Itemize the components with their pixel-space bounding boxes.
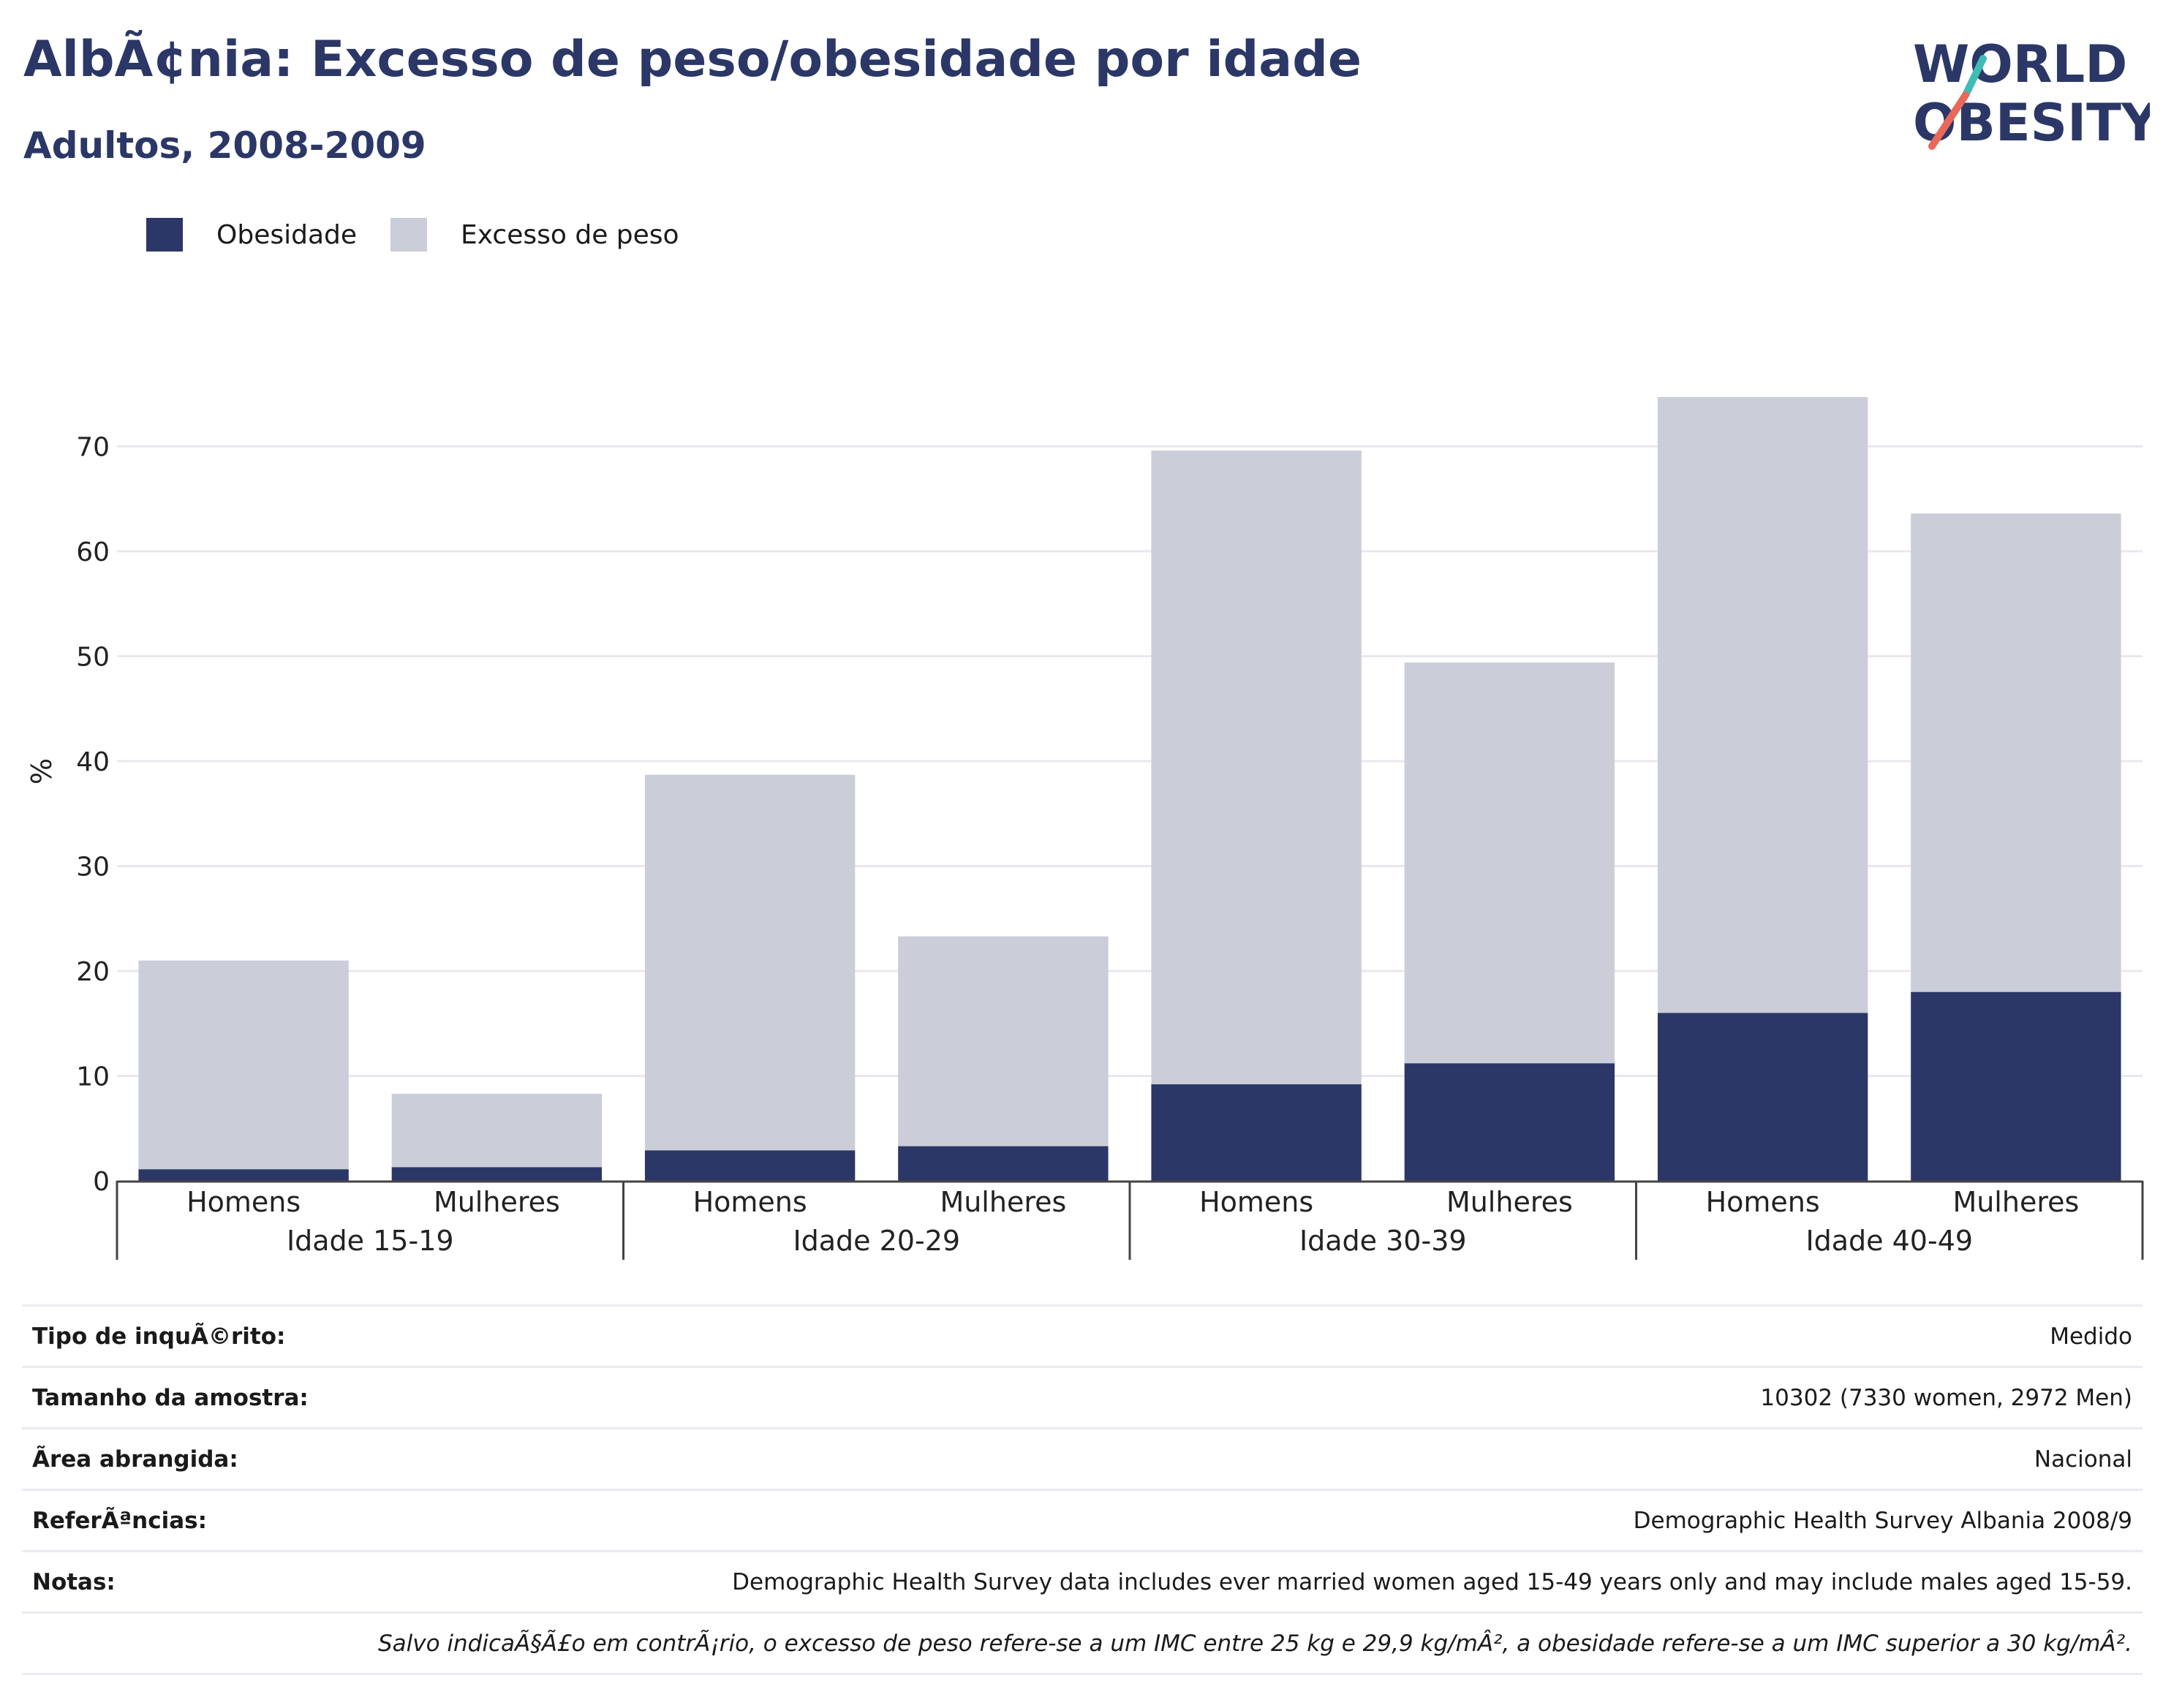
y-tick-label: 30 — [76, 853, 110, 883]
stacked-bar-chart: 0 10 20 30 40 50 60 70 Homens Mulheres Homens Mulhe… — [26, 397, 2144, 1260]
bars — [138, 397, 2121, 1181]
survey-info-table: Tipo de inquÃ©rito: Medido Tamanho da am… — [22, 1304, 2143, 1675]
x-tick-label: Mulheres — [1952, 1186, 2079, 1218]
y-tick-label: 60 — [76, 537, 110, 567]
legend-item-obesidade: Obesidade — [146, 216, 357, 253]
info-row-references: ReferÃªncias: Demographic Health Survey … — [22, 1489, 2143, 1550]
bar-obesidade — [1151, 1084, 1362, 1181]
bar-obesidade — [138, 1169, 349, 1181]
info-label: Tipo de inquÃ©rito: — [32, 1323, 286, 1350]
info-label: Notas: — [32, 1568, 116, 1595]
logo-line-2: OBESITY — [1913, 93, 2150, 153]
y-tick-label: 40 — [76, 747, 110, 777]
legend-swatch-obesidade — [146, 218, 183, 252]
bar-excesso-de-peso — [898, 936, 1109, 1146]
bar-obesidade — [1657, 1013, 1868, 1181]
group-label: Idade 30-39 — [1299, 1225, 1467, 1257]
info-row-footnote: Salvo indicaÃ§Ã£o em contrÃ¡rio, o exces… — [22, 1611, 2143, 1675]
info-value: Medido — [2050, 1323, 2132, 1350]
info-row-area: Ãrea abrangida: Nacional — [22, 1427, 2143, 1489]
logo-line-1: WORLD — [1913, 34, 2127, 94]
info-label: ReferÃªncias: — [32, 1507, 208, 1534]
legend-label-obesidade: Obesidade — [216, 219, 358, 250]
bmi-footnote: Salvo indicaÃ§Ã£o em contrÃ¡rio, o exces… — [377, 1630, 2132, 1657]
axes: 0 10 20 30 40 50 60 70 Homens Mulheres Homens Mulhe… — [76, 433, 2144, 1260]
y-tick-label: 70 — [76, 433, 110, 463]
group-label: Idade 20-29 — [793, 1225, 960, 1257]
bar-excesso-de-peso — [644, 774, 856, 1151]
y-tick-label: 0 — [93, 1167, 110, 1197]
y-tick-label: 50 — [76, 643, 110, 673]
info-value: Demographic Health Survey Albania 2008/9 — [1633, 1507, 2132, 1534]
info-value: Nacional — [2034, 1446, 2132, 1473]
bar-excesso-de-peso — [1404, 662, 1615, 1064]
bar-excesso-de-peso — [1151, 450, 1362, 1084]
world-obesity-logo: WORLD OBESITY — [1913, 34, 2150, 153]
x-tick-label: Mulheres — [434, 1186, 560, 1218]
info-label: Tamanho da amostra: — [32, 1384, 309, 1411]
info-label: Ãrea abrangida: — [32, 1446, 238, 1473]
info-value: 10302 (7330 women, 2972 Men) — [1760, 1384, 2132, 1411]
bar-obesidade — [644, 1150, 856, 1181]
bar-excesso-de-peso — [138, 960, 349, 1170]
bar-obesidade — [898, 1146, 1109, 1181]
x-tick-label: Homens — [186, 1186, 301, 1218]
y-tick-label: 20 — [76, 957, 110, 987]
info-row-survey-type: Tipo de inquÃ©rito: Medido — [22, 1304, 2143, 1366]
info-row-notes: Notas: Demographic Health Survey data in… — [22, 1550, 2143, 1611]
group-label: Idade 15-19 — [287, 1225, 454, 1257]
bar-excesso-de-peso — [1657, 397, 1868, 1013]
x-tick-label: Homens — [1199, 1186, 1313, 1218]
legend-label-excesso-de-peso: Excesso de peso — [461, 219, 679, 250]
info-row-sample-size: Tamanho da amostra: 10302 (7330 women, 2… — [22, 1366, 2143, 1427]
bar-obesidade — [1404, 1063, 1615, 1181]
y-tick-label: 10 — [76, 1062, 110, 1092]
x-tick-label: Mulheres — [940, 1186, 1066, 1218]
bar-excesso-de-peso — [391, 1093, 603, 1168]
x-tick-label: Homens — [1706, 1186, 1820, 1218]
x-tick-label: Mulheres — [1446, 1186, 1573, 1218]
bar-excesso-de-peso — [1911, 513, 2121, 992]
legend-item-excesso-de-peso: Excesso de peso — [390, 216, 679, 253]
legend-swatch-excesso-de-peso — [390, 218, 427, 252]
chart-subtitle: Adultos, 2008-2009 — [23, 124, 426, 167]
y-axis-label: % — [26, 758, 58, 785]
group-label: Idade 40-49 — [1805, 1225, 1973, 1257]
x-tick-label: Homens — [693, 1186, 807, 1218]
bar-obesidade — [391, 1167, 603, 1181]
info-value: Demographic Health Survey data includes … — [732, 1568, 2132, 1595]
chart-title: AlbÃ¢nia: Excesso de peso/obesidade por … — [23, 31, 1362, 88]
bar-obesidade — [1911, 991, 2121, 1181]
